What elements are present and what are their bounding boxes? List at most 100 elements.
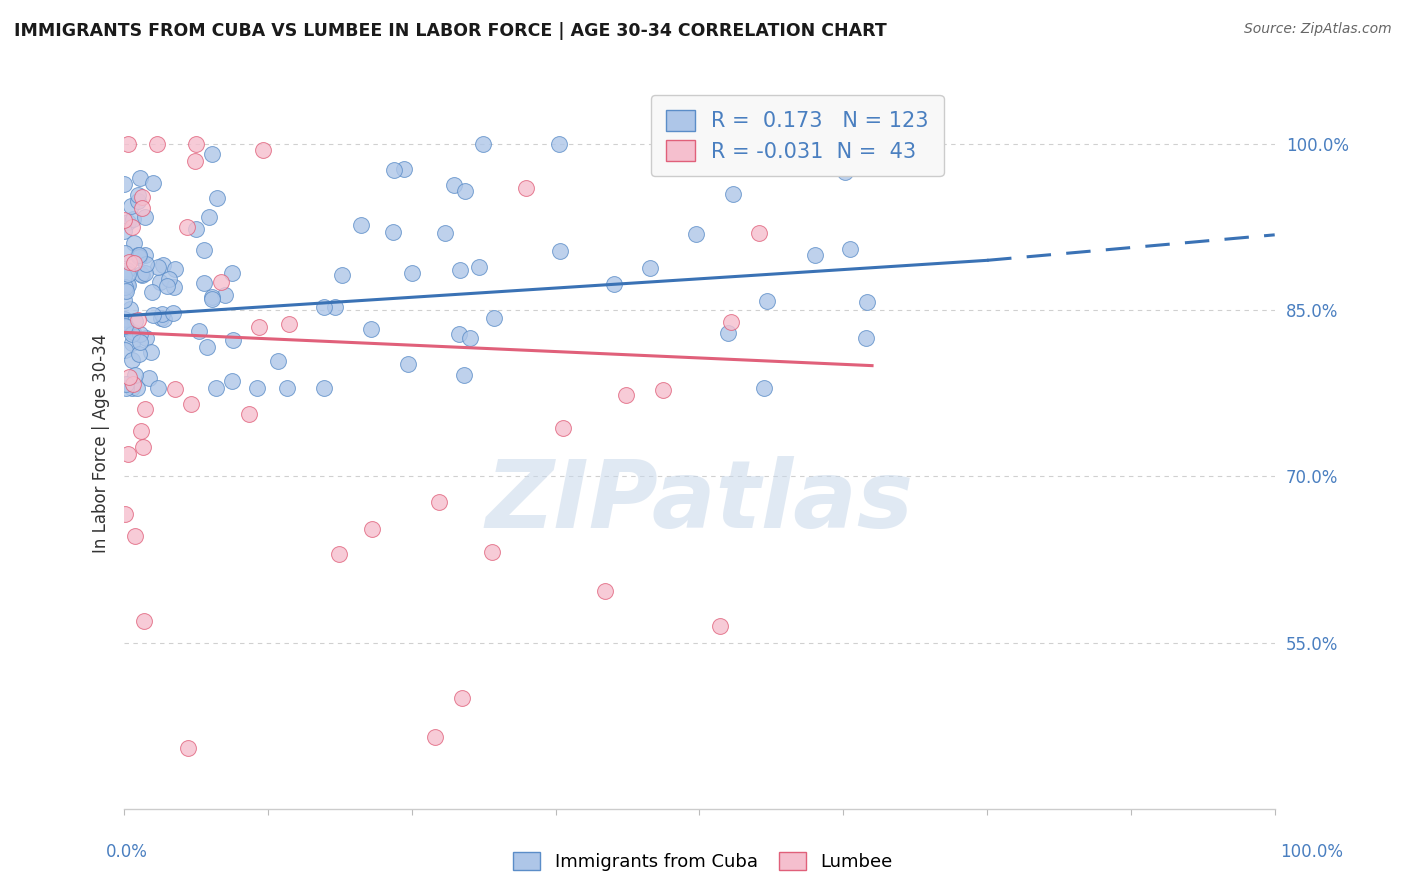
- Text: Source: ZipAtlas.com: Source: ZipAtlas.com: [1244, 22, 1392, 37]
- Point: [127, 381, 149, 395]
- Point: [685, 227, 707, 241]
- Point: [548, 136, 571, 151]
- Point: [381, 225, 404, 239]
- Point: [131, 201, 153, 215]
- Point: [114, 246, 136, 260]
- Point: [118, 301, 141, 316]
- Point: [655, 142, 678, 156]
- Point: [139, 345, 162, 359]
- Point: [454, 185, 477, 199]
- Point: [838, 242, 860, 256]
- Point: [163, 280, 186, 294]
- Point: [201, 146, 224, 161]
- Point: [640, 261, 662, 276]
- Point: [361, 522, 384, 536]
- Point: [134, 248, 156, 262]
- Point: [723, 186, 745, 201]
- Point: [134, 402, 156, 417]
- Point: [349, 218, 371, 232]
- Point: [152, 259, 174, 273]
- Point: [458, 331, 481, 345]
- Point: [717, 326, 740, 341]
- Point: [122, 236, 145, 251]
- Point: [131, 268, 153, 283]
- Point: [222, 333, 245, 347]
- Point: [602, 277, 624, 291]
- Point: [548, 244, 571, 258]
- Point: [117, 447, 139, 461]
- Point: [195, 340, 218, 354]
- Point: [720, 315, 742, 329]
- Point: [121, 381, 143, 395]
- Point: [135, 256, 157, 270]
- Point: [551, 420, 574, 434]
- Point: [124, 314, 146, 328]
- Point: [193, 277, 215, 291]
- Point: [149, 275, 172, 289]
- Point: [150, 310, 173, 325]
- Point: [453, 368, 475, 382]
- Point: [651, 383, 673, 397]
- Point: [148, 260, 170, 274]
- Point: [114, 283, 136, 297]
- Point: [128, 346, 150, 360]
- Point: [146, 381, 169, 395]
- Text: 100.0%: 100.0%: [1279, 843, 1343, 861]
- Point: [482, 310, 505, 325]
- Point: [209, 275, 232, 289]
- Point: [115, 277, 138, 291]
- Point: [451, 691, 474, 706]
- Point: [193, 244, 215, 258]
- Legend: R =  0.173   N = 123, R = -0.031  N =  43: R = 0.173 N = 123, R = -0.031 N = 43: [651, 95, 943, 176]
- Point: [201, 290, 224, 304]
- Point: [709, 619, 731, 633]
- Point: [115, 377, 138, 392]
- Point: [118, 255, 141, 269]
- Point: [135, 330, 157, 344]
- Point: [124, 256, 146, 270]
- Point: [515, 181, 537, 195]
- Text: IMMIGRANTS FROM CUBA VS LUMBEE IN LABOR FORCE | AGE 30-34 CORRELATION CHART: IMMIGRANTS FROM CUBA VS LUMBEE IN LABOR …: [14, 22, 887, 40]
- Point: [114, 343, 136, 357]
- Point: [112, 312, 135, 326]
- Point: [614, 388, 637, 402]
- Point: [146, 136, 169, 151]
- Point: [314, 381, 336, 395]
- Point: [153, 311, 176, 326]
- Point: [112, 268, 135, 283]
- Point: [118, 370, 141, 384]
- Point: [121, 220, 143, 235]
- Point: [748, 226, 770, 240]
- Point: [401, 266, 423, 280]
- Point: [433, 226, 456, 240]
- Point: [267, 354, 290, 368]
- Point: [121, 352, 143, 367]
- Point: [312, 300, 335, 314]
- Point: [112, 177, 135, 191]
- Point: [156, 279, 179, 293]
- Point: [122, 325, 145, 339]
- Point: [142, 176, 165, 190]
- Point: [112, 213, 135, 227]
- Point: [204, 381, 226, 395]
- Point: [117, 136, 139, 151]
- Point: [177, 741, 200, 756]
- Point: [221, 374, 243, 388]
- Point: [141, 285, 163, 299]
- Legend: Immigrants from Cuba, Lumbee: Immigrants from Cuba, Lumbee: [506, 845, 900, 879]
- Point: [120, 199, 142, 213]
- Point: [804, 248, 827, 262]
- Point: [471, 136, 494, 151]
- Point: [127, 312, 149, 326]
- Point: [165, 261, 187, 276]
- Point: [201, 293, 224, 307]
- Point: [207, 191, 229, 205]
- Point: [124, 529, 146, 543]
- Point: [142, 309, 165, 323]
- Text: 0.0%: 0.0%: [105, 843, 148, 861]
- Point: [124, 368, 146, 383]
- Y-axis label: In Labor Force | Age 30-34: In Labor Force | Age 30-34: [93, 334, 110, 553]
- Point: [834, 165, 856, 179]
- Point: [121, 326, 143, 341]
- Point: [221, 266, 243, 280]
